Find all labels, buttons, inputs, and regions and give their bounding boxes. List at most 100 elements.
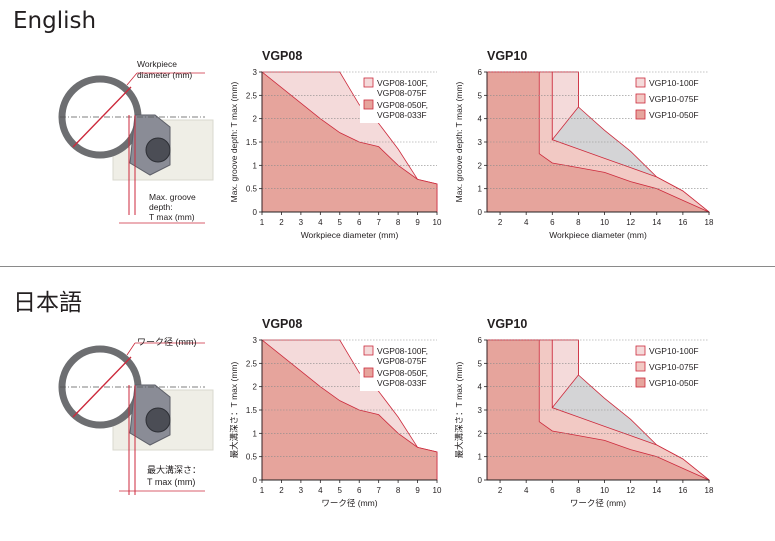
series-band-100f	[551, 339, 579, 409]
y-tick-label: 2	[253, 383, 258, 392]
y-axis-label: 最大溝深さ：T max (mm)	[454, 362, 464, 459]
y-tick-label: 2.5	[246, 359, 258, 368]
legend-swatch	[363, 345, 374, 356]
legend-label-2: VGP08-033F	[377, 110, 427, 120]
legend-swatch	[635, 345, 646, 356]
y-tick-label: 1	[478, 185, 483, 194]
x-tick-label: 3	[299, 486, 304, 495]
legend-swatch	[635, 361, 646, 372]
y-axis-label: 最大溝深さ：T max (mm)	[229, 362, 239, 459]
legend-label-2: VGP08-075F	[377, 88, 427, 98]
x-tick-label: 7	[376, 218, 381, 227]
y-tick-label: 5	[478, 91, 483, 100]
y-tick-label: 0	[253, 476, 258, 485]
x-tick-label: 9	[415, 486, 420, 495]
legend-box	[632, 341, 714, 395]
x-tick-label: 4	[524, 218, 529, 227]
chart-vgp08-en: VGP08 0 0.5 1 1.5 2 2.5 3 1 2 3 4 5 6 7 8 9 10 Workpiece d…	[229, 49, 442, 240]
x-tick-label: 10	[433, 218, 442, 227]
x-tick-label: 16	[678, 218, 687, 227]
diameter-leader	[126, 342, 136, 356]
workpiece-illustration: Workpiece diameter (mm) Max. groove dept…	[58, 59, 214, 224]
screw-icon	[145, 407, 171, 433]
y-tick-label: 6	[478, 68, 483, 77]
y-tick-label: 1.5	[246, 138, 258, 147]
diameter-leader	[126, 72, 138, 86]
y-tick-label: 0	[253, 208, 258, 217]
legend-box	[632, 73, 714, 127]
legend-label-2: VGP08-075F	[377, 356, 427, 366]
x-axis-label: Workpiece diameter (mm)	[301, 230, 399, 240]
y-tick-label: 3	[478, 406, 483, 415]
y-tick-label: 3	[478, 138, 483, 147]
x-tick-label: 7	[376, 486, 381, 495]
y-tick-label: 4	[478, 383, 483, 392]
x-tick-label: 6	[357, 218, 362, 227]
y-tick-label: 2.5	[246, 91, 258, 100]
x-tick-label: 10	[433, 486, 442, 495]
series-area-2	[486, 339, 710, 481]
chart-title: VGP08	[262, 49, 302, 63]
depth-label-1: Max. groove	[149, 192, 196, 202]
screw-icon	[145, 137, 171, 163]
x-tick-label: 2	[498, 486, 503, 495]
x-tick-label: 16	[678, 486, 687, 495]
y-tick-label: 1	[253, 429, 258, 438]
series-band-100f	[551, 71, 579, 141]
legend-swatch	[363, 99, 374, 110]
x-axis-label: Workpiece diameter (mm)	[549, 230, 647, 240]
y-tick-label: 2	[253, 115, 258, 124]
x-tick-label: 9	[415, 218, 420, 227]
legend-label-2: VGP08-033F	[377, 378, 427, 388]
legend-swatch	[635, 93, 646, 104]
x-tick-label: 4	[318, 218, 323, 227]
x-axis-label: ワーク径 (mm)	[321, 498, 377, 508]
x-tick-label: 2	[498, 218, 503, 227]
x-tick-label: 14	[652, 218, 661, 227]
legend-swatch	[363, 77, 374, 88]
x-tick-label: 10	[600, 486, 609, 495]
legend-swatch	[363, 367, 374, 378]
depth-label-2: T max (mm)	[147, 477, 195, 487]
x-tick-label: 8	[396, 486, 401, 495]
x-tick-label: 14	[652, 486, 661, 495]
y-tick-label: 2	[478, 429, 483, 438]
x-tick-label: 12	[626, 486, 635, 495]
diameter-label-1: ワーク径 (mm)	[137, 336, 197, 347]
legend-label: VGP08-050F,	[377, 368, 428, 378]
x-tick-label: 4	[524, 486, 529, 495]
x-tick-label: 4	[318, 486, 323, 495]
x-tick-label: 8	[396, 218, 401, 227]
y-tick-label: 0	[478, 208, 483, 217]
legend-label: VGP10-075F	[649, 362, 699, 372]
x-tick-label: 6	[550, 218, 555, 227]
x-axis-label: ワーク径 (mm)	[570, 498, 626, 508]
y-tick-label: 1.5	[246, 406, 258, 415]
legend-label: VGP08-100F,	[377, 346, 428, 356]
diameter-label-1: Workpiece	[137, 59, 177, 69]
depth-label-2: depth:	[149, 202, 173, 212]
x-tick-label: 10	[600, 218, 609, 227]
x-tick-label: 1	[260, 486, 265, 495]
legend-label: VGP10-050F	[649, 110, 699, 120]
x-tick-label: 6	[357, 486, 362, 495]
y-tick-label: 3	[253, 68, 258, 77]
legend-swatch	[635, 77, 646, 88]
legend-label: VGP10-100F	[649, 78, 699, 88]
chart-title: VGP10	[487, 49, 527, 63]
y-tick-label: 0.5	[246, 185, 258, 194]
diameter-label-2: diameter (mm)	[137, 70, 192, 80]
y-tick-label: 1	[478, 453, 483, 462]
chart-title: VGP08	[262, 317, 302, 331]
section-divider	[0, 266, 775, 267]
section-title-english: English	[13, 8, 97, 34]
legend-label: VGP10-075F	[649, 94, 699, 104]
y-tick-label: 0.5	[246, 453, 258, 462]
x-tick-label: 2	[279, 486, 284, 495]
y-tick-label: 3	[253, 336, 258, 345]
x-tick-label: 8	[576, 218, 581, 227]
x-tick-label: 3	[299, 218, 304, 227]
section-title-japanese: 日本語	[13, 290, 82, 316]
